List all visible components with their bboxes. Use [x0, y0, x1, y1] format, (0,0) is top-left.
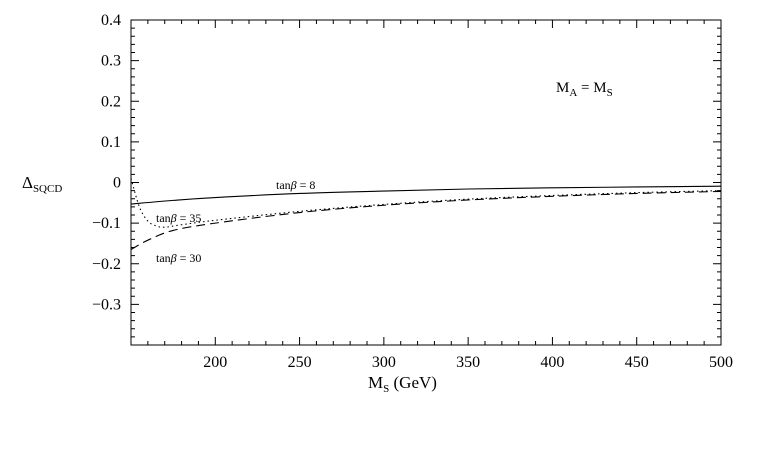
y-tick-label: −0.2 [92, 256, 121, 273]
series-label-tanb-35: tanβ = 35 [156, 211, 201, 225]
y-axis-title: ΔSQCD [22, 173, 62, 195]
series-lines [130, 178, 722, 251]
y-tick-label: 0 [113, 175, 121, 192]
tick-marks [131, 19, 722, 346]
y-tick-label: −0.3 [92, 296, 121, 313]
plot-frame [130, 19, 722, 346]
x-tick-label: 500 [709, 354, 733, 371]
y-tick-labels: 0.4 0.3 0.2 0.1 0 −0.1 −0.2 −0.3 [92, 12, 121, 313]
series-line-dashed [130, 190, 722, 251]
y-tick-label: −0.1 [92, 215, 121, 232]
y-tick-label: 0.3 [101, 53, 121, 70]
series-line-solid [130, 185, 722, 205]
x-tick-label: 450 [625, 354, 649, 371]
x-tick-label: 250 [288, 354, 312, 371]
x-tick-labels: 200 250 300 350 400 450 500 [203, 354, 733, 371]
y-tick-label: 0.2 [101, 93, 121, 110]
x-axis-title: MS (GeV) [368, 373, 437, 395]
y-tick-label: 0.4 [101, 12, 121, 29]
x-tick-label: 200 [203, 354, 227, 371]
series-label-tanb-8: tanβ = 8 [276, 178, 315, 192]
x-tick-label: 300 [372, 354, 396, 371]
x-tick-label: 350 [456, 354, 480, 371]
annotation-ma-equals-ms: MA = MS [556, 80, 613, 99]
x-tick-label: 400 [540, 354, 564, 371]
y-tick-label: 0.1 [101, 134, 121, 151]
series-label-tanb-30: tanβ = 30 [156, 251, 201, 265]
